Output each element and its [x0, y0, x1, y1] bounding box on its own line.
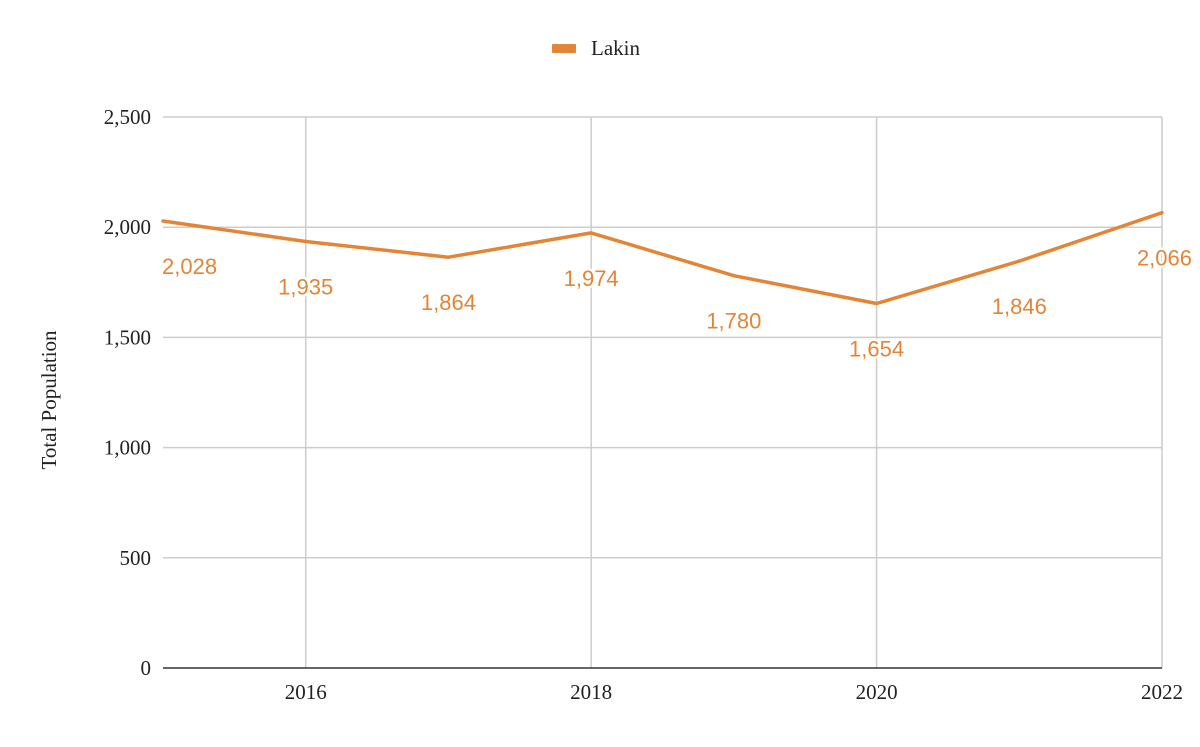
data-label: 1,974: [564, 266, 619, 291]
data-label-halo: 2,028: [162, 254, 217, 279]
data-label-halo: 1,654: [849, 336, 904, 361]
data-label-halo: 1,864: [421, 290, 476, 315]
legend-swatch-lakin: [552, 44, 576, 53]
legend-label-lakin: Lakin: [591, 36, 640, 60]
data-label: 1,935: [278, 275, 333, 300]
data-label-halo: 2,066: [1137, 246, 1192, 271]
series-line-lakin: [161, 210, 1164, 306]
data-label-halo: 1,974: [564, 266, 619, 291]
y-tick-label: 500: [120, 546, 152, 570]
axis-layer: 0 500 1,000 1,500 2,000 2,500 2016 2018 2020 2022: [104, 105, 1183, 704]
data-label-layer: 2,0282,0281,9351,9351,8641,8641,9741,974…: [160, 243, 1195, 364]
y-axis-title: Total Population: [37, 330, 61, 470]
x-tick-label: 2016: [285, 680, 327, 704]
data-label: 1,864: [421, 290, 476, 315]
data-label-halo: 1,846: [992, 294, 1047, 319]
data-label: 1,846: [992, 294, 1047, 319]
x-tick-label: 2018: [570, 680, 612, 704]
data-label: 1,654: [849, 336, 904, 361]
data-label-halo: 1,780: [706, 309, 761, 334]
y-tick-label: 2,500: [104, 105, 151, 129]
y-tick-label: 2,000: [104, 215, 151, 239]
data-label-halo: 1,935: [278, 275, 333, 300]
series-layer: [161, 210, 1164, 306]
data-label: 1,780: [706, 309, 761, 334]
grid-layer: [163, 116, 1163, 668]
data-label: 2,066: [1137, 246, 1192, 271]
y-tick-label: 1,500: [104, 325, 151, 349]
y-tick-label: 0: [141, 656, 152, 680]
legend: Lakin: [552, 36, 640, 60]
x-tick-label: 2022: [1141, 680, 1183, 704]
data-label: 2,028: [162, 254, 217, 279]
x-tick-label: 2020: [856, 680, 898, 704]
y-tick-label: 1,000: [104, 436, 151, 460]
